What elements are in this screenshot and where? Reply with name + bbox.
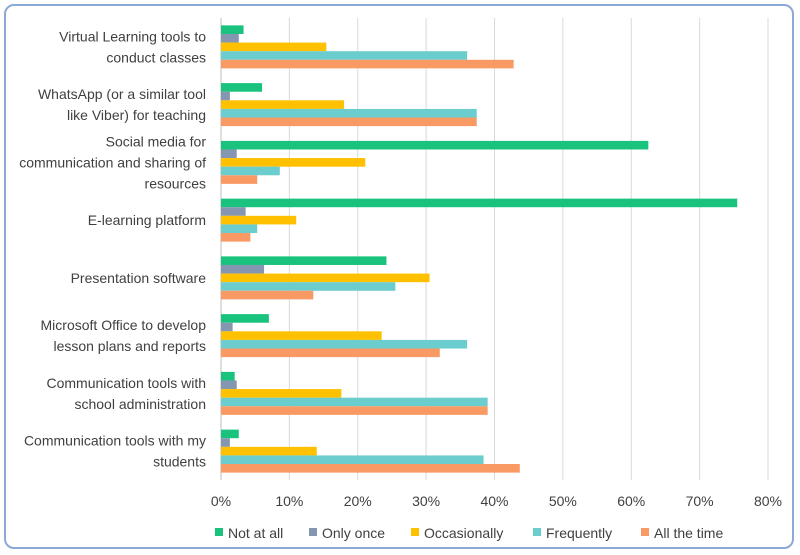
category-label: Communication tools with my students [24, 433, 206, 470]
bar [221, 256, 387, 265]
legend-label: Not at all [228, 525, 283, 541]
legend-swatch [215, 528, 223, 536]
bar [221, 446, 317, 456]
legend-label: Occasionally [424, 525, 503, 541]
category-label: Social media for communication and sharin… [19, 133, 206, 191]
legend-swatch [411, 528, 419, 536]
bar [221, 455, 484, 465]
bar [221, 339, 468, 349]
category-label: Communication tools with school administr… [46, 375, 206, 412]
category-label: Microsoft Office to develop lesson plans … [41, 317, 207, 354]
bar [221, 158, 366, 167]
category-labels: Virtual Learning tools to conduct classes… [19, 28, 206, 469]
bar [221, 380, 237, 390]
legend-swatch [533, 528, 541, 536]
x-tick-label: 60% [617, 493, 645, 509]
legend-label: All the time [654, 525, 723, 541]
x-tick-label: 30% [412, 493, 440, 509]
bar [221, 175, 258, 184]
bar [221, 371, 235, 381]
legend-swatch [641, 528, 649, 536]
bar [221, 273, 430, 283]
bar [221, 33, 239, 43]
bar [221, 322, 233, 332]
bar [221, 25, 244, 34]
category-label: WhatsApp (or a similar tool like Viber) f… [38, 86, 206, 123]
bars [221, 25, 738, 473]
x-tick-label: 0% [211, 493, 231, 509]
bar [221, 406, 488, 415]
legend-swatch [309, 528, 317, 536]
bar [221, 42, 327, 52]
bar [221, 149, 237, 159]
bar [221, 166, 280, 176]
bar [221, 314, 269, 323]
bar [221, 215, 297, 225]
x-axis-ticks: 0% 10% 20% 30% 40% 50% 60% 70% 80% [211, 493, 782, 509]
category-label: Presentation software [71, 270, 207, 286]
bar [221, 290, 314, 300]
bar [221, 91, 230, 101]
legend-label: Only once [322, 525, 385, 541]
bar [221, 83, 263, 92]
bar [221, 224, 258, 234]
bar [221, 264, 265, 274]
bar [221, 331, 382, 340]
bar [221, 59, 514, 69]
bar [221, 198, 738, 208]
x-tick-label: 80% [754, 493, 782, 509]
bar [221, 51, 468, 60]
bar [221, 348, 440, 358]
legend-label: Frequently [546, 525, 612, 541]
category-label: E-learning platform [88, 212, 206, 228]
bar [221, 108, 477, 118]
x-tick-label: 50% [549, 493, 577, 509]
x-tick-label: 10% [275, 493, 303, 509]
bar [221, 117, 477, 127]
bar [221, 389, 342, 398]
x-tick-label: 70% [686, 493, 714, 509]
bar [221, 438, 230, 447]
bar [221, 464, 520, 473]
bar [221, 429, 239, 439]
x-tick-label: 20% [344, 493, 372, 509]
bar [221, 100, 345, 109]
bar [221, 140, 649, 150]
bar [221, 282, 396, 291]
bar [221, 207, 246, 216]
bar [221, 233, 251, 242]
bar [221, 397, 488, 407]
legend: Not at all Only once Occasionally Frequentl… [215, 525, 723, 541]
x-tick-label: 40% [480, 493, 508, 509]
category-label: Virtual Learning tools to conduct classes [59, 28, 206, 65]
